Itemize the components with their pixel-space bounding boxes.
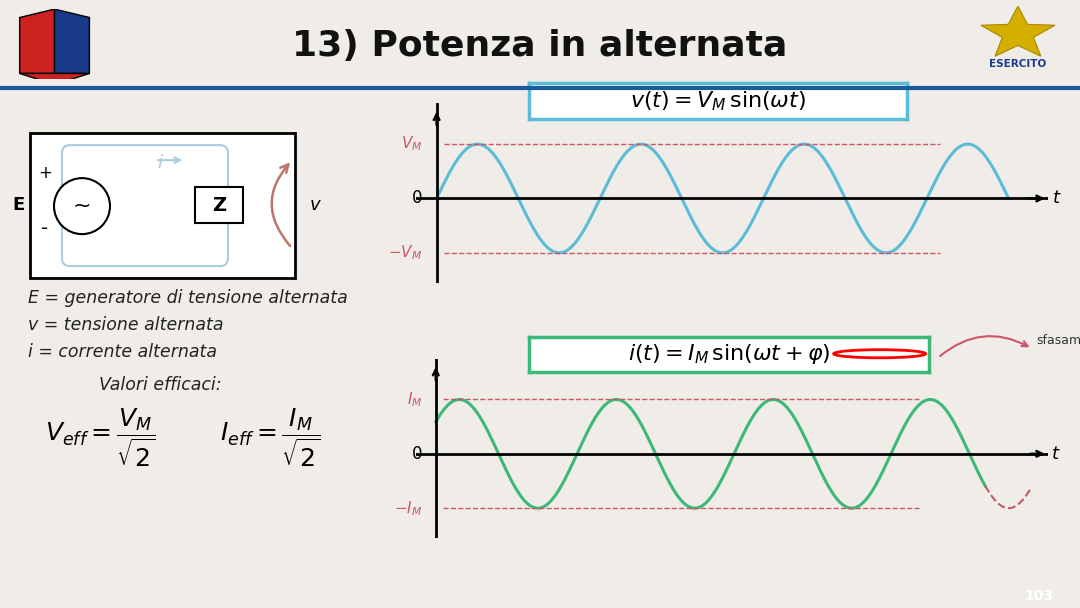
Polygon shape: [19, 9, 54, 74]
Text: 103: 103: [1024, 589, 1053, 603]
Text: ESERCITO: ESERCITO: [989, 60, 1047, 69]
Text: v = tensione alternata: v = tensione alternata: [28, 316, 224, 334]
Text: $t$: $t$: [1052, 190, 1062, 207]
Text: -: -: [41, 219, 49, 238]
Polygon shape: [981, 6, 1055, 56]
Text: v: v: [310, 196, 321, 214]
Text: $-I_M$: $-I_M$: [394, 499, 422, 517]
Text: E = generatore di tensione alternata: E = generatore di tensione alternata: [28, 289, 348, 307]
Text: $i(t) = I_M\,\sin(\omega t + \varphi)$: $i(t) = I_M\,\sin(\omega t + \varphi)$: [627, 342, 831, 367]
Text: $0$: $0$: [410, 445, 422, 463]
Text: $V_M$: $V_M$: [401, 135, 422, 153]
Text: +: +: [38, 164, 52, 182]
Polygon shape: [54, 9, 90, 74]
Polygon shape: [19, 74, 90, 85]
FancyBboxPatch shape: [62, 145, 228, 266]
Text: i = corrente alternata: i = corrente alternata: [28, 343, 217, 361]
Text: 13) Potenza in alternata: 13) Potenza in alternata: [293, 29, 787, 63]
Text: ~: ~: [72, 196, 92, 216]
Text: i: i: [158, 154, 162, 172]
Text: $V_{eff} = \dfrac{V_M}{\sqrt{2}}$: $V_{eff} = \dfrac{V_M}{\sqrt{2}}$: [45, 407, 156, 469]
Bar: [30, 133, 295, 278]
Text: $I_M$: $I_M$: [407, 390, 422, 409]
Circle shape: [54, 178, 110, 234]
Bar: [195, 187, 243, 223]
Text: $I_{eff} = \dfrac{I_M}{\sqrt{2}}$: $I_{eff} = \dfrac{I_M}{\sqrt{2}}$: [220, 407, 321, 469]
Text: E: E: [12, 196, 24, 214]
Text: Z: Z: [212, 196, 226, 215]
Text: $-V_M$: $-V_M$: [388, 243, 422, 262]
Text: $t$: $t$: [1051, 445, 1061, 463]
Text: Valori efficaci:: Valori efficaci:: [98, 376, 221, 394]
Text: sfasamento: sfasamento: [1037, 334, 1080, 347]
Text: $v(t) = V_M\,\sin(\omega t)$: $v(t) = V_M\,\sin(\omega t)$: [630, 89, 807, 112]
FancyArrowPatch shape: [272, 164, 291, 246]
Text: $0$: $0$: [410, 190, 422, 207]
